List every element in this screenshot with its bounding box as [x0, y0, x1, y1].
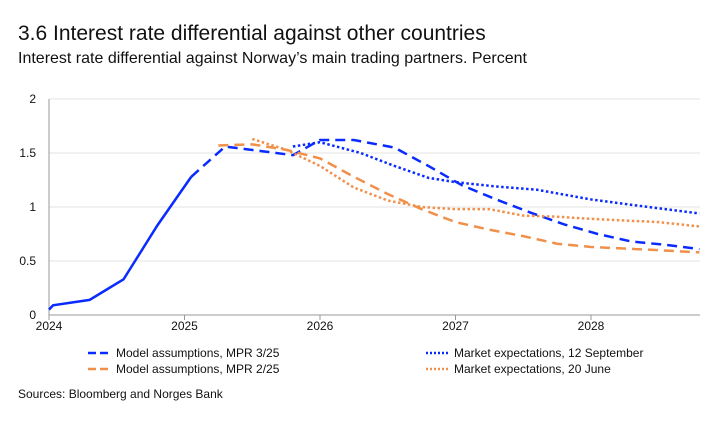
x-tick-label: 2028 [578, 319, 605, 333]
legend-label: Market expectations, 20 June [454, 362, 611, 376]
series-line-1 [292, 140, 700, 215]
sources-note: Sources: Bloomberg and Norges Bank [18, 387, 223, 401]
legend-item-mpr325: Model assumptions, MPR 3/25 [88, 346, 279, 360]
y-tick-label: 2 [29, 92, 36, 106]
legend-label: Market expectations, 12 September [454, 346, 644, 360]
series-line-3 [251, 137, 700, 228]
x-tick-label: 2024 [36, 319, 63, 333]
legend-item-june: Market expectations, 20 June [426, 362, 611, 376]
series-line-0 [190, 138, 700, 251]
y-tick-label: 1 [29, 200, 36, 214]
legend-label: Model assumptions, MPR 3/25 [116, 346, 280, 360]
chart-subtitle: Interest rate differential against Norwa… [18, 50, 527, 67]
chart-title: 3.6 Interest rate differential against o… [18, 22, 486, 45]
x-tick-label: 2026 [307, 319, 334, 333]
legend-label: Model assumptions, MPR 2/25 [116, 362, 280, 376]
legend-item-mpr225: Model assumptions, MPR 2/25 [88, 362, 279, 376]
y-tick-label: 0.5 [19, 254, 36, 268]
legend-item-sept: Market expectations, 12 September [426, 346, 643, 360]
series-history-line [48, 176, 193, 311]
series-line-2 [218, 143, 700, 254]
x-tick-label: 2027 [442, 319, 469, 333]
y-tick-label: 0 [29, 308, 36, 322]
x-tick-label: 2025 [171, 319, 198, 333]
y-tick-label: 1.5 [19, 146, 36, 160]
